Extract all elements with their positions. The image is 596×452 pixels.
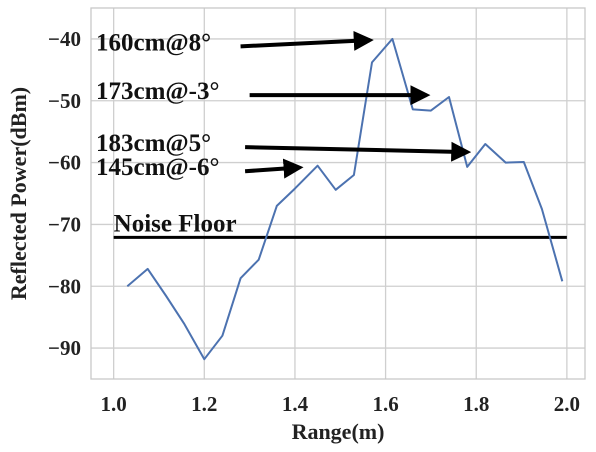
annotation-arrow-0: [240, 30, 374, 51]
annotations: 160cm@8° 173cm@-3° 183cm@5°145cm@-6°: [96, 29, 472, 181]
annotation-label-3: 145cm@-6°: [96, 154, 220, 181]
noise-floor-group: Noise Floor: [113, 210, 567, 239]
series-line-0: [126, 37, 564, 361]
x-tick-label: 1.6: [372, 392, 398, 416]
noise-floor-label: Noise Floor: [114, 210, 237, 237]
y-tick-label: −70: [48, 212, 81, 236]
y-tick-label: −50: [48, 89, 81, 113]
y-tick-labels: −40 −50 −60 −70 −80 −90: [48, 27, 81, 360]
x-tick-label: 1.2: [191, 392, 217, 416]
y-axis-label: Reflected Power(dBm): [6, 87, 31, 300]
annotation-arrow-3: [244, 158, 304, 179]
y-tick-label: −80: [48, 274, 81, 298]
x-tick-label: 1.8: [463, 392, 489, 416]
y-tick-label: −60: [48, 151, 81, 175]
plot-frame: [90, 7, 586, 380]
x-axis-label: Range(m): [292, 419, 385, 444]
x-tick-label: 1.0: [101, 392, 127, 416]
x-tick-labels: 1.0 1.2 1.4 1.6 1.8 2.0: [101, 392, 580, 416]
y-tick-label: −90: [48, 336, 81, 360]
annotation-label-1: 173cm@-3°: [96, 78, 220, 105]
annotation-label-2: 183cm@5°: [96, 130, 211, 157]
annotation-arrow-2: [245, 141, 472, 162]
grid: [91, 8, 585, 379]
series-group: [126, 37, 564, 361]
x-tick-label: 2.0: [554, 392, 580, 416]
y-tick-label: −40: [48, 27, 81, 51]
x-tick-label: 1.4: [282, 392, 309, 416]
annotation-label-0: 160cm@8°: [96, 29, 211, 56]
